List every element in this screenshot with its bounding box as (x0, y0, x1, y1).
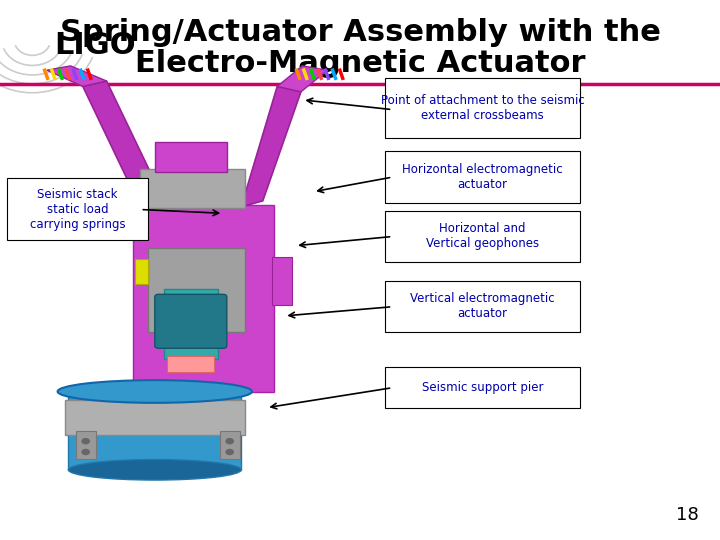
Ellipse shape (68, 381, 241, 402)
FancyBboxPatch shape (140, 169, 245, 208)
FancyBboxPatch shape (385, 281, 580, 332)
Text: Horizontal electromagnetic
actuator: Horizontal electromagnetic actuator (402, 163, 563, 191)
Text: Seismic support pier: Seismic support pier (422, 381, 543, 394)
FancyBboxPatch shape (272, 256, 292, 305)
Text: Electro-Magnetic Actuator: Electro-Magnetic Actuator (135, 49, 585, 78)
Polygon shape (83, 81, 164, 207)
FancyBboxPatch shape (133, 205, 274, 392)
FancyBboxPatch shape (135, 259, 148, 284)
Text: 18: 18 (675, 506, 698, 524)
Text: Vertical electromagnetic
actuator: Vertical electromagnetic actuator (410, 293, 554, 320)
FancyBboxPatch shape (167, 356, 214, 372)
Polygon shape (241, 86, 301, 207)
FancyBboxPatch shape (385, 78, 580, 138)
Text: LIGO: LIGO (54, 31, 135, 60)
Circle shape (81, 438, 90, 444)
FancyBboxPatch shape (148, 248, 245, 332)
Ellipse shape (58, 380, 252, 403)
FancyBboxPatch shape (164, 289, 218, 359)
Ellipse shape (68, 460, 241, 480)
Circle shape (81, 449, 90, 455)
Text: Horizontal and
Vertical geophones: Horizontal and Vertical geophones (426, 222, 539, 250)
FancyBboxPatch shape (220, 431, 240, 459)
Circle shape (225, 449, 234, 455)
FancyBboxPatch shape (385, 367, 580, 408)
Text: Point of attachment to the seismic
external crossbeams: Point of attachment to the seismic exter… (381, 94, 584, 122)
FancyBboxPatch shape (7, 178, 148, 240)
FancyBboxPatch shape (155, 294, 227, 348)
Text: Seismic stack
static load
carrying springs: Seismic stack static load carrying sprin… (30, 188, 125, 231)
Circle shape (225, 438, 234, 444)
FancyBboxPatch shape (385, 211, 580, 262)
FancyBboxPatch shape (76, 431, 96, 459)
Polygon shape (277, 66, 328, 92)
Polygon shape (47, 66, 107, 86)
FancyBboxPatch shape (155, 142, 227, 172)
FancyBboxPatch shape (385, 151, 580, 202)
Text: Spring/Actuator Assembly with the: Spring/Actuator Assembly with the (60, 18, 660, 47)
FancyBboxPatch shape (65, 400, 245, 435)
FancyBboxPatch shape (68, 392, 241, 470)
